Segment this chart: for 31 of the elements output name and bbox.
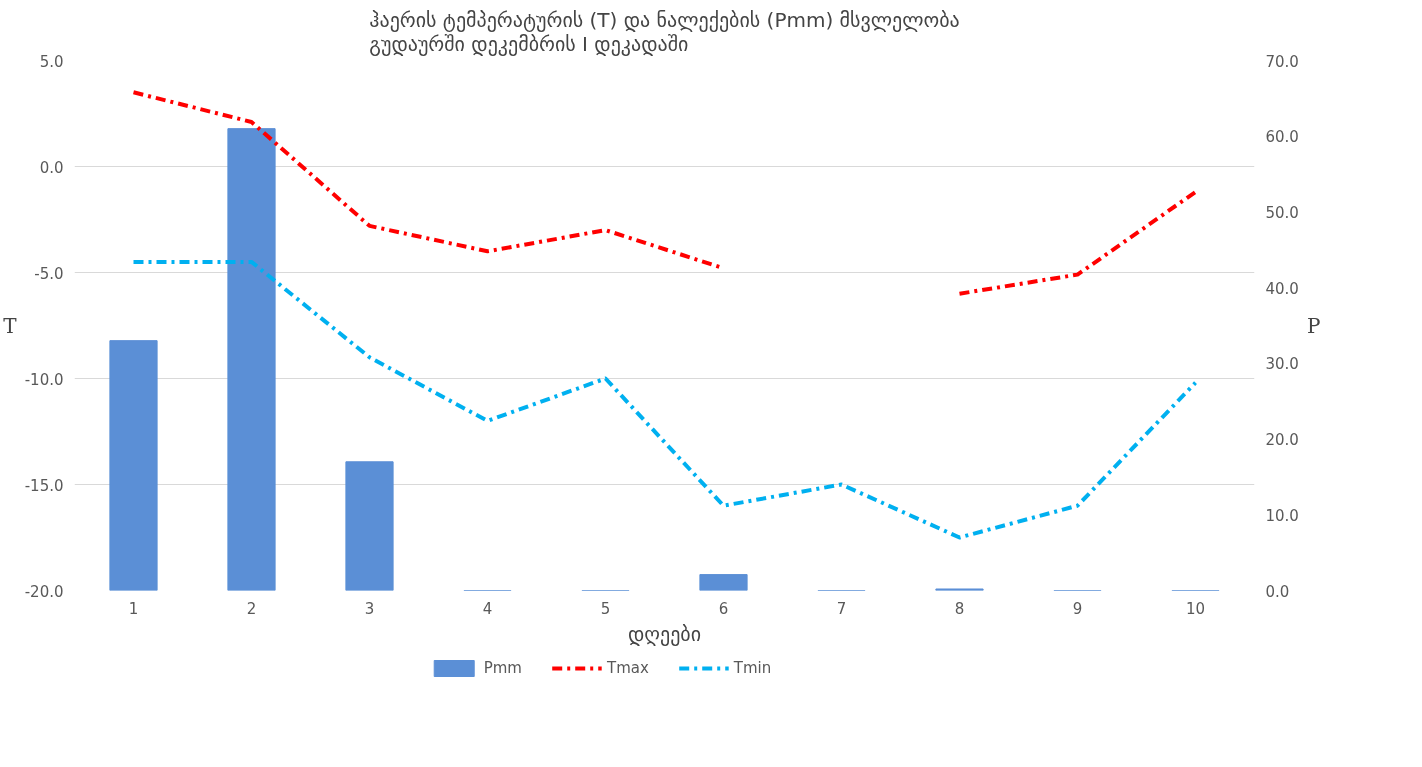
y-tick-label: -5.0 <box>34 264 64 283</box>
x-tick-label: 8 <box>954 599 965 618</box>
y2-tick-label: 20.0 <box>1265 431 1299 450</box>
legend-label: Pmm <box>483 659 522 677</box>
y-tick-label: -10.0 <box>24 370 64 389</box>
x-tick-label: 7 <box>836 599 847 618</box>
y2-tick-label: 60.0 <box>1265 128 1299 147</box>
x-tick-label: 6 <box>718 599 729 618</box>
x-axis-title: დღეები <box>627 621 702 646</box>
y-tick-label: -20.0 <box>24 582 64 601</box>
legend-label: Tmax <box>606 659 649 677</box>
x-tick-label: 1 <box>128 599 139 618</box>
x-tick-label: 4 <box>482 599 493 618</box>
x-tick-label: 3 <box>364 599 375 618</box>
y2-tick-label: 10.0 <box>1265 506 1299 525</box>
x-tick-label: 2 <box>246 599 257 618</box>
y2-tick-label: 30.0 <box>1265 355 1299 374</box>
y2-axis-title: P <box>1306 313 1321 338</box>
y-axis-title: T <box>3 313 18 338</box>
y2-tick-label: 70.0 <box>1265 52 1299 71</box>
chart-title: ჰაერის ტემპერატურის (T) და ნალექების (Pmm) მსვლელობა გუდაურში დეკემბრის I დეკადაში <box>369 7 960 56</box>
x-tick-label: 5 <box>600 599 611 618</box>
y-tick-label: 0.0 <box>39 158 64 177</box>
y2-tick-label: 50.0 <box>1265 203 1299 222</box>
x-tick-label: 10 <box>1185 599 1206 618</box>
y2-tick-label: 0.0 <box>1265 582 1290 601</box>
y-tick-label: -15.0 <box>24 476 64 495</box>
legend-label: Tmin <box>733 659 772 677</box>
x-tick-label: 9 <box>1072 599 1083 618</box>
y2-tick-label: 40.0 <box>1265 279 1299 298</box>
y-tick-label: 5.0 <box>39 52 64 71</box>
